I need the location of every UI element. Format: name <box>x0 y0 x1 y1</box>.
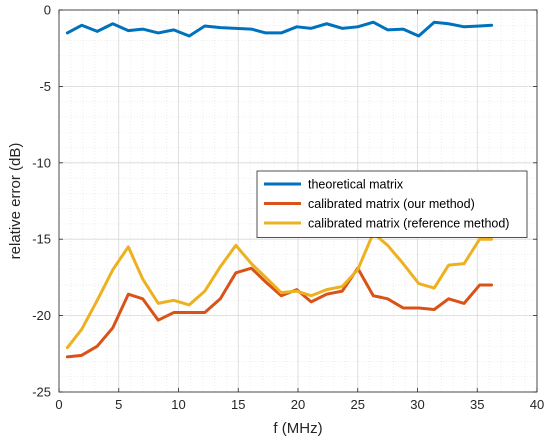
y-tick-label: -10 <box>32 155 51 170</box>
series-line-1 <box>65 20 494 38</box>
series-lines <box>65 20 494 359</box>
x-tick-label: 15 <box>231 397 245 412</box>
y-tick-label: 0 <box>44 3 51 18</box>
series-line-3 <box>65 231 494 350</box>
y-tick-label: -25 <box>32 385 51 400</box>
y-axis-label: relative error (dB) <box>7 143 24 260</box>
x-tick-label: 0 <box>55 397 62 412</box>
tick-labels: 0 5 10 15 20 25 30 35 40 0 -5 -10 -15 -20 -25 <box>32 3 544 413</box>
x-tick-label: 30 <box>410 397 424 412</box>
x-tick-label: 35 <box>470 397 484 412</box>
legend-box <box>256 170 528 238</box>
legend-label-2: calibrated matrix (our method) <box>308 197 475 211</box>
x-axis-label: f (MHz) <box>273 420 322 437</box>
x-tick-label: 10 <box>171 397 185 412</box>
legend-label-1: theoretical matrix <box>308 178 404 192</box>
minor-grid <box>59 10 537 392</box>
legend: theoretical matrix calibrated matrix (our… <box>256 170 528 238</box>
x-tick-label: 20 <box>291 397 305 412</box>
axes <box>58 9 538 393</box>
x-tick-label: 40 <box>530 397 544 412</box>
y-tick-label: -20 <box>32 308 51 323</box>
x-tick-label: 5 <box>115 397 122 412</box>
y-tick-label: -5 <box>39 79 51 94</box>
x-tick-label: 25 <box>351 397 365 412</box>
y-tick-label: -15 <box>32 232 51 247</box>
legend-label-3: calibrated matrix (reference method) <box>308 217 509 231</box>
series-line-2 <box>65 266 494 359</box>
